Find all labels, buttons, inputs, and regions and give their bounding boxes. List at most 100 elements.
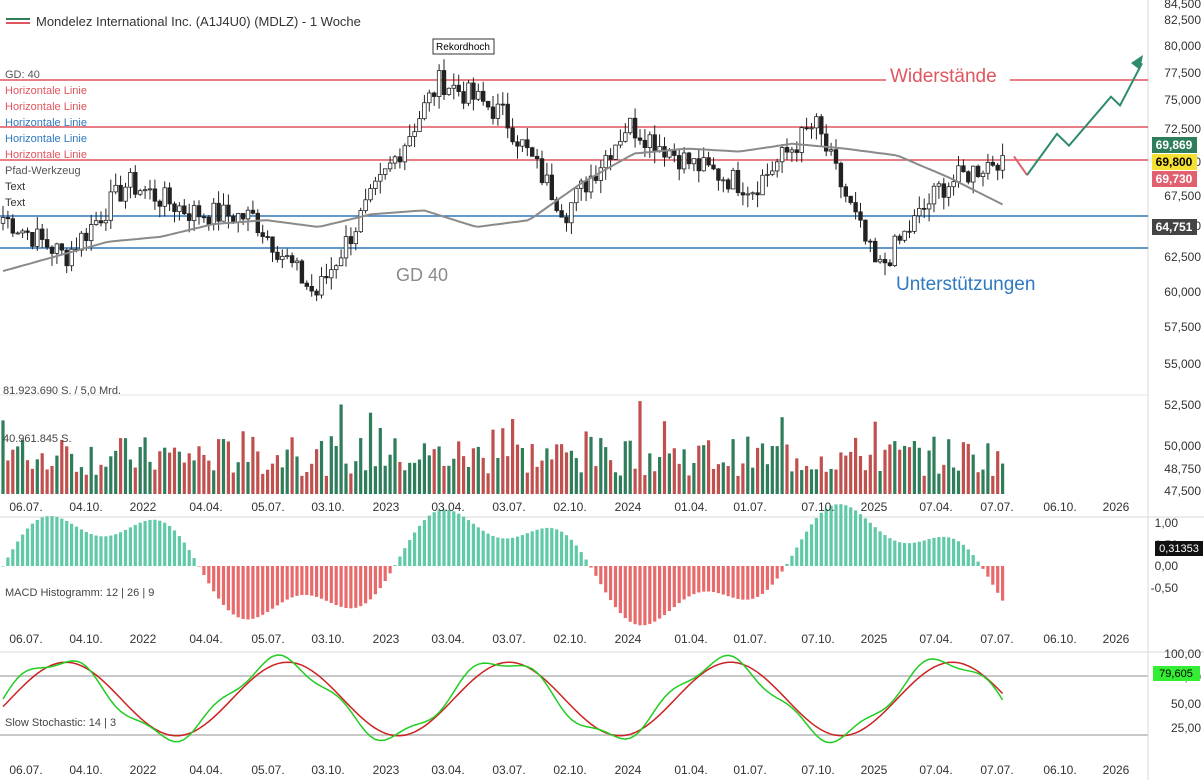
time-tick-label: 05.07. (251, 500, 284, 514)
forecast-path-up[interactable] (1026, 62, 1143, 176)
volume-bar (721, 462, 725, 494)
time-tick-label: 06.10. (1043, 763, 1076, 777)
time-tick-label: 02.10. (553, 763, 586, 777)
record-high-label[interactable]: Rekordhoch (436, 42, 490, 53)
volume-bar (540, 460, 544, 494)
candle-body (897, 235, 902, 241)
volume-bar (515, 444, 520, 494)
candle-body (358, 210, 363, 233)
price-tick-label: 60,000 (1164, 285, 1201, 299)
macd-bar (731, 566, 735, 598)
candle-body (319, 276, 324, 296)
volume-bar (829, 468, 833, 494)
ma-annotation[interactable]: GD 40 (396, 265, 448, 285)
macd-bar (128, 527, 132, 566)
macd-bar (30, 523, 34, 566)
macd-bar (295, 566, 299, 596)
candle-body (235, 213, 241, 223)
time-tick-label: 03.10. (311, 763, 344, 777)
price-axis: 84,50082,50080,00077,50075,00072,50070,0… (1164, 0, 1201, 498)
macd-bar (770, 566, 774, 585)
macd-bar (604, 566, 608, 593)
volume-bar (839, 452, 843, 494)
support-label-bg (893, 270, 1047, 294)
macd-bar (854, 510, 858, 566)
macd-bar (60, 518, 64, 566)
forecast-path-down[interactable] (1013, 155, 1028, 176)
candle-body (128, 172, 133, 188)
macd-bar (863, 518, 867, 566)
candle-body (539, 158, 545, 184)
volume-bar (359, 438, 363, 494)
support-annotation[interactable]: Unterstützungen (896, 274, 1035, 295)
volume-bar (942, 464, 946, 494)
macd-bar (432, 512, 436, 566)
volume-bar (790, 471, 794, 494)
candle-body (226, 204, 231, 217)
resistance-annotation[interactable]: Widerstände (890, 66, 997, 87)
volume-bar (339, 404, 343, 494)
time-tick-label: 01.07. (733, 500, 766, 514)
macd-bar (359, 566, 363, 607)
volume-bar (148, 461, 152, 494)
volume-bar (427, 455, 431, 494)
macd-bar (403, 548, 407, 566)
candle-body (525, 139, 530, 149)
candle-body (485, 100, 491, 108)
macd-bar (873, 527, 877, 566)
candle-body (84, 232, 89, 242)
candle-body (907, 230, 912, 233)
candle-body (618, 140, 623, 146)
macd-label: MACD Histogramm: 12 | 26 | 9 (5, 587, 154, 599)
macd-bar (932, 537, 936, 566)
candle-body (750, 192, 755, 195)
candle-body (333, 265, 339, 271)
time-tick-label: 2026 (1103, 763, 1130, 777)
macd-bar (648, 566, 652, 624)
macd-bar (163, 522, 167, 566)
price-badge-value: 69,730 (1156, 172, 1193, 186)
macd-bar (535, 529, 539, 566)
macd-bar (819, 512, 823, 566)
time-tick-label: 04.10. (69, 632, 102, 646)
candle-body (574, 187, 579, 204)
macd-bar (447, 509, 451, 566)
macd-bar (579, 552, 583, 566)
candle-body (250, 209, 256, 214)
stoch-tick-label: 100,00 (1164, 647, 1201, 661)
macd-bar (506, 538, 510, 566)
volume-bar (618, 475, 622, 494)
macd-bar (221, 566, 226, 605)
candle-body (471, 82, 476, 100)
macd-value-badge (1155, 541, 1203, 556)
macd-bar (726, 566, 730, 597)
macd-bar (476, 527, 480, 566)
macd-bar (996, 566, 1000, 593)
volume-bar (123, 438, 128, 494)
macd-bar (354, 566, 358, 608)
macd-bar (785, 563, 789, 566)
macd-bar (756, 566, 760, 597)
volume-bar (133, 467, 137, 494)
legend-item-4: Horizontale Linie (5, 133, 87, 145)
price-badge-value: 69,800 (1156, 155, 1193, 169)
macd-axis: 1,000,500,00-0,50 (1151, 516, 1179, 595)
volume-bar (569, 450, 573, 494)
macd-bar (74, 526, 79, 566)
volume-bar (947, 439, 951, 494)
candle-body (642, 139, 648, 148)
volume-bar (119, 438, 123, 494)
volume-bar (574, 458, 578, 494)
macd-bar (104, 536, 108, 566)
candle-body (995, 164, 1000, 171)
macd-bar (609, 566, 613, 601)
candle-body (142, 189, 148, 192)
time-tick-label: 2025 (861, 500, 888, 514)
candle-body (696, 158, 701, 172)
volume-bar (300, 475, 304, 494)
candle-body (461, 91, 466, 104)
candle-body (912, 215, 917, 232)
macd-bar (707, 566, 711, 592)
macd-bar (658, 566, 662, 619)
macd-bar (349, 566, 353, 609)
